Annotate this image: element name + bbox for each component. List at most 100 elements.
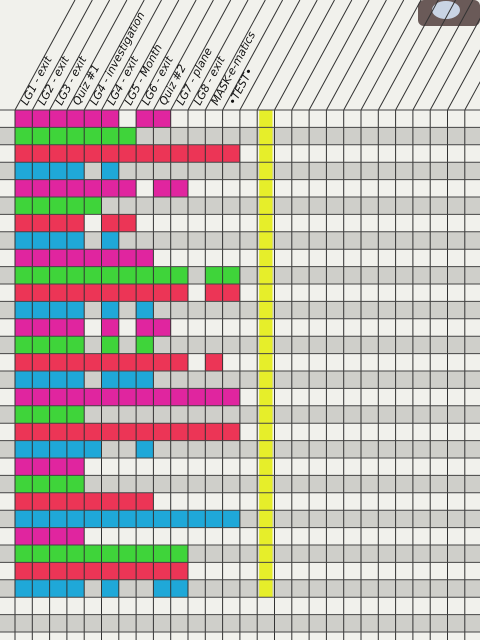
filled-cell [222, 423, 240, 441]
filled-cell [170, 510, 188, 528]
filled-cell [84, 388, 102, 406]
filled-cell [32, 423, 50, 441]
highlight-cell [259, 579, 273, 598]
filled-cell [153, 266, 171, 284]
filled-cell [66, 579, 85, 598]
filled-cell [15, 197, 33, 215]
filled-cell [101, 510, 119, 528]
filled-cell [49, 197, 67, 215]
filled-cell [32, 284, 50, 302]
filled-cell [15, 336, 33, 354]
filled-cell [66, 371, 85, 389]
filled-cell [222, 284, 240, 302]
highlight-cell [259, 458, 273, 476]
filled-cell [49, 492, 67, 511]
filled-cell [49, 353, 67, 371]
filled-cell [15, 110, 33, 128]
filled-cell [49, 475, 67, 493]
header-slant [83, 0, 145, 111]
filled-cell [66, 388, 85, 406]
filled-cell [101, 492, 119, 511]
filled-cell [15, 179, 33, 197]
filled-cell [66, 214, 85, 232]
filled-cell [49, 231, 67, 250]
filled-cell [222, 510, 240, 528]
filled-cell [15, 266, 33, 284]
filled-cell [49, 301, 67, 319]
highlight-cell [259, 492, 273, 511]
filled-cell [15, 284, 33, 302]
filled-cell [170, 423, 188, 441]
filled-cell [153, 423, 171, 441]
filled-cell [205, 423, 223, 441]
filled-cell [101, 336, 119, 354]
filled-cell [136, 144, 154, 163]
filled-cell [32, 440, 50, 458]
filled-cell [66, 179, 85, 197]
filled-cell [101, 545, 119, 563]
filled-cell [15, 231, 33, 250]
highlight-cell [259, 110, 273, 128]
filled-cell [136, 388, 154, 406]
highlight-cell [259, 179, 273, 197]
filled-cell [15, 127, 33, 145]
highlight-cell [259, 423, 273, 441]
filled-cell [101, 284, 119, 302]
filled-cell [136, 371, 154, 389]
filled-cell [66, 162, 85, 180]
filled-cell [49, 127, 67, 145]
header-slant [66, 0, 128, 111]
filled-cell [170, 144, 188, 163]
filled-cell [49, 249, 67, 267]
filled-cell [15, 249, 33, 267]
filled-cell [32, 353, 50, 371]
filled-cell [101, 144, 119, 163]
filled-cell [136, 423, 154, 441]
filled-cell [101, 318, 119, 337]
filled-cell [66, 110, 85, 128]
filled-cell [118, 144, 137, 163]
filled-cell [84, 510, 102, 528]
filled-cell [49, 162, 67, 180]
filled-cell [136, 510, 154, 528]
highlight-cell [259, 231, 273, 250]
filled-cell [118, 353, 137, 371]
filled-cell [101, 388, 119, 406]
filled-cell [101, 562, 119, 580]
filled-cell [66, 353, 85, 371]
filled-cell [32, 458, 50, 476]
header-slant [291, 0, 353, 111]
header-slant [429, 17, 480, 111]
filled-cell [136, 318, 154, 337]
filled-cell [84, 144, 102, 163]
header-slant [395, 0, 457, 111]
filled-cell [49, 284, 67, 302]
highlight-cell [259, 388, 273, 406]
filled-cell [136, 284, 154, 302]
filled-cell [49, 144, 67, 163]
highlight-cell [259, 353, 273, 371]
filled-cell [15, 214, 33, 232]
header-slant [274, 0, 335, 111]
filled-cell [49, 336, 67, 354]
filled-cell [15, 144, 33, 163]
filled-cell [15, 388, 33, 406]
filled-cell [118, 545, 137, 563]
filled-cell [118, 423, 137, 441]
filled-cell [15, 423, 33, 441]
filled-cell [118, 510, 137, 528]
filled-cell [15, 458, 33, 476]
filled-cell [84, 127, 102, 145]
header-slant [343, 0, 405, 111]
filled-cell [49, 179, 67, 197]
filled-cell [101, 301, 119, 319]
filled-cell [49, 440, 67, 458]
filled-cell [170, 179, 188, 197]
filled-cell [84, 353, 102, 371]
highlight-cell [259, 440, 273, 458]
filled-cell [101, 353, 119, 371]
filled-cell [15, 162, 33, 180]
header-slant [101, 0, 162, 111]
highlight-cell [259, 336, 273, 354]
